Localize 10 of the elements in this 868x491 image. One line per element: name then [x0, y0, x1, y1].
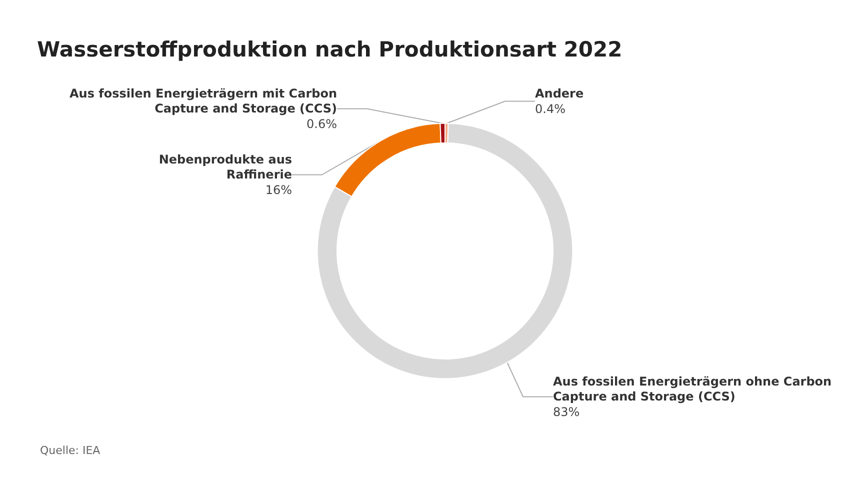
- slice-label: Andere: [535, 86, 584, 100]
- chart-title: Wasserstoffproduktion nach Produktionsart 2022: [37, 38, 622, 62]
- data-label: 0.6%: [306, 117, 337, 131]
- data-label: 83%: [553, 405, 580, 419]
- source-note: Quelle: IEA: [40, 444, 101, 457]
- slice-label: Aus fossilen Energieträgern ohne Carbon Capture and Storage (CCS): [553, 374, 832, 404]
- data-label: 16%: [265, 183, 292, 197]
- data-label: 0.4%: [535, 102, 566, 116]
- slice-label: Nebenprodukte aus Raffinerie: [158, 152, 292, 182]
- slice-label: Aus fossilen Energieträgern mit Carbon Capture and Storage (CCS): [70, 86, 337, 116]
